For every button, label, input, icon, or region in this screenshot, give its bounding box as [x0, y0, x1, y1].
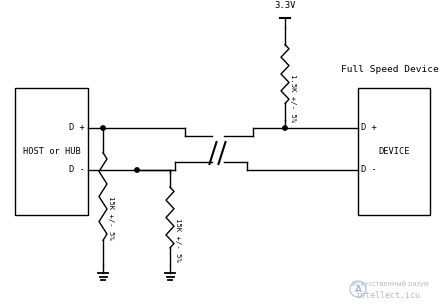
Text: D -: D -	[69, 165, 85, 175]
Circle shape	[135, 168, 139, 172]
Text: 15K +/- 5%: 15K +/- 5%	[175, 217, 181, 261]
Text: D -: D -	[361, 165, 377, 175]
Circle shape	[101, 126, 105, 130]
Text: intellect.icu: intellect.icu	[355, 290, 421, 299]
Text: D +: D +	[69, 124, 85, 132]
Text: Full Speed Device: Full Speed Device	[341, 66, 439, 75]
Text: HOST or HUB: HOST or HUB	[23, 147, 80, 156]
Text: Искусственный разум: Искусственный разум	[351, 281, 429, 287]
Bar	[15, 88, 88, 215]
Text: 1.5K +/- 5%: 1.5K +/- 5%	[290, 74, 296, 122]
Text: 3.3V: 3.3V	[274, 1, 296, 10]
Bar	[358, 88, 430, 215]
Text: 15K +/- 5%: 15K +/- 5%	[108, 197, 114, 240]
Text: DEVICE: DEVICE	[378, 147, 410, 156]
Text: D +: D +	[361, 124, 377, 132]
Text: A: A	[355, 285, 362, 294]
Circle shape	[283, 126, 287, 130]
